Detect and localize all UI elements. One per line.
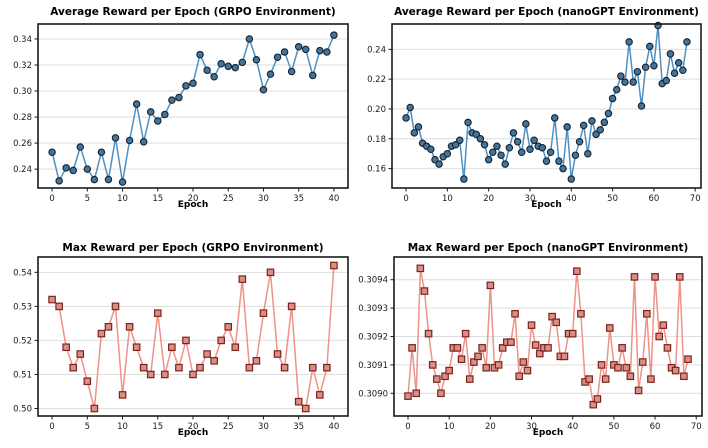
svg-text:25: 25 bbox=[223, 422, 234, 432]
svg-text:0.3093: 0.3093 bbox=[358, 304, 388, 314]
svg-text:15: 15 bbox=[152, 422, 163, 432]
svg-text:30: 30 bbox=[258, 194, 269, 204]
svg-text:0.22: 0.22 bbox=[367, 75, 386, 85]
svg-text:15: 15 bbox=[152, 194, 163, 204]
svg-text:10: 10 bbox=[444, 422, 455, 432]
svg-text:0.24: 0.24 bbox=[13, 165, 32, 175]
svg-text:0.53: 0.53 bbox=[13, 302, 32, 312]
plot-max-reward-grpo: 0 5 10 15 20 25 30 35 40 0.50 0.51 0.52 0.53 0.54 bbox=[13, 256, 349, 432]
chart-average-reward-grpo: Average Reward per Epoch (GRPO Environme… bbox=[0, 0, 354, 224]
svg-text:0.18: 0.18 bbox=[367, 135, 386, 145]
svg-text:70: 70 bbox=[691, 422, 702, 432]
svg-text:60: 60 bbox=[650, 422, 661, 432]
svg-text:40: 40 bbox=[328, 194, 339, 204]
svg-text:0.3092: 0.3092 bbox=[358, 333, 388, 343]
svg-text:25: 25 bbox=[223, 194, 234, 204]
x-axis-label: Epoch bbox=[531, 200, 562, 210]
svg-text:50: 50 bbox=[608, 422, 619, 432]
svg-text:5: 5 bbox=[85, 194, 90, 204]
x-axis-label: Epoch bbox=[532, 428, 564, 438]
svg-text:0.3094: 0.3094 bbox=[358, 276, 388, 286]
svg-text:30: 30 bbox=[258, 422, 269, 432]
svg-text:0: 0 bbox=[403, 194, 408, 204]
svg-text:0.16: 0.16 bbox=[367, 165, 386, 175]
plot-max-reward-nanogpt: 0 10 20 30 40 50 60 70 0.3090 0.3091 0.3092 0.3093 0… bbox=[358, 256, 703, 432]
svg-text:0.3090: 0.3090 bbox=[358, 389, 388, 399]
svg-text:0.52: 0.52 bbox=[13, 336, 32, 346]
svg-text:30: 30 bbox=[526, 422, 537, 432]
svg-text:0: 0 bbox=[405, 422, 410, 432]
svg-text:40: 40 bbox=[328, 422, 339, 432]
svg-text:0.32: 0.32 bbox=[13, 61, 32, 71]
svg-text:0.34: 0.34 bbox=[13, 35, 32, 45]
svg-text:0: 0 bbox=[49, 194, 54, 204]
chart-title: Max Reward per Epoch (GRPO Environment) bbox=[62, 242, 324, 254]
svg-text:0.50: 0.50 bbox=[13, 405, 32, 415]
svg-text:0.20: 0.20 bbox=[367, 105, 386, 115]
svg-text:20: 20 bbox=[485, 422, 496, 432]
svg-text:0.24: 0.24 bbox=[367, 45, 386, 55]
svg-text:60: 60 bbox=[648, 194, 659, 204]
svg-text:35: 35 bbox=[293, 194, 304, 204]
chart-title: Average Reward per Epoch (nanoGPT Enviro… bbox=[394, 6, 699, 18]
svg-text:35: 35 bbox=[293, 422, 304, 432]
svg-text:0.3091: 0.3091 bbox=[358, 361, 388, 371]
svg-text:10: 10 bbox=[117, 422, 128, 432]
svg-text:0.54: 0.54 bbox=[13, 268, 32, 278]
x-axis-label: Epoch bbox=[177, 200, 209, 210]
svg-text:70: 70 bbox=[690, 194, 701, 204]
svg-text:10: 10 bbox=[117, 194, 128, 204]
svg-text:20: 20 bbox=[483, 194, 494, 204]
svg-text:0.30: 0.30 bbox=[13, 87, 32, 97]
svg-text:5: 5 bbox=[85, 422, 90, 432]
svg-text:40: 40 bbox=[567, 422, 578, 432]
svg-text:0: 0 bbox=[49, 422, 54, 432]
svg-text:0.26: 0.26 bbox=[13, 139, 32, 149]
plot-average-reward-nanogpt: 0 10 20 30 40 50 60 70 0.16 0.18 0.20 0.22 0.24 bbox=[367, 21, 702, 204]
plot-average-reward-grpo: 0 5 10 15 20 25 30 35 40 0.24 0.26 0.28 0.30 0.32 0.34 bbox=[13, 23, 349, 204]
svg-text:20: 20 bbox=[188, 194, 199, 204]
svg-text:0.28: 0.28 bbox=[13, 113, 32, 123]
svg-text:40: 40 bbox=[566, 194, 577, 204]
chart-max-reward-grpo: Max Reward per Epoch (GRPO Environment) … bbox=[0, 224, 354, 448]
chart-title: Average Reward per Epoch (GRPO Environme… bbox=[50, 6, 336, 18]
svg-text:20: 20 bbox=[188, 422, 199, 432]
chart-title: Max Reward per Epoch (nanoGPT Environmen… bbox=[407, 242, 689, 254]
svg-text:0.51: 0.51 bbox=[13, 370, 32, 380]
svg-text:10: 10 bbox=[442, 194, 453, 204]
chart-average-reward-nanogpt: Average Reward per Epoch (nanoGPT Enviro… bbox=[354, 0, 708, 224]
svg-text:50: 50 bbox=[607, 194, 618, 204]
chart-max-reward-nanogpt: Max Reward per Epoch (nanoGPT Environmen… bbox=[354, 224, 708, 448]
svg-text:30: 30 bbox=[525, 194, 536, 204]
x-axis-label: Epoch bbox=[177, 428, 209, 438]
